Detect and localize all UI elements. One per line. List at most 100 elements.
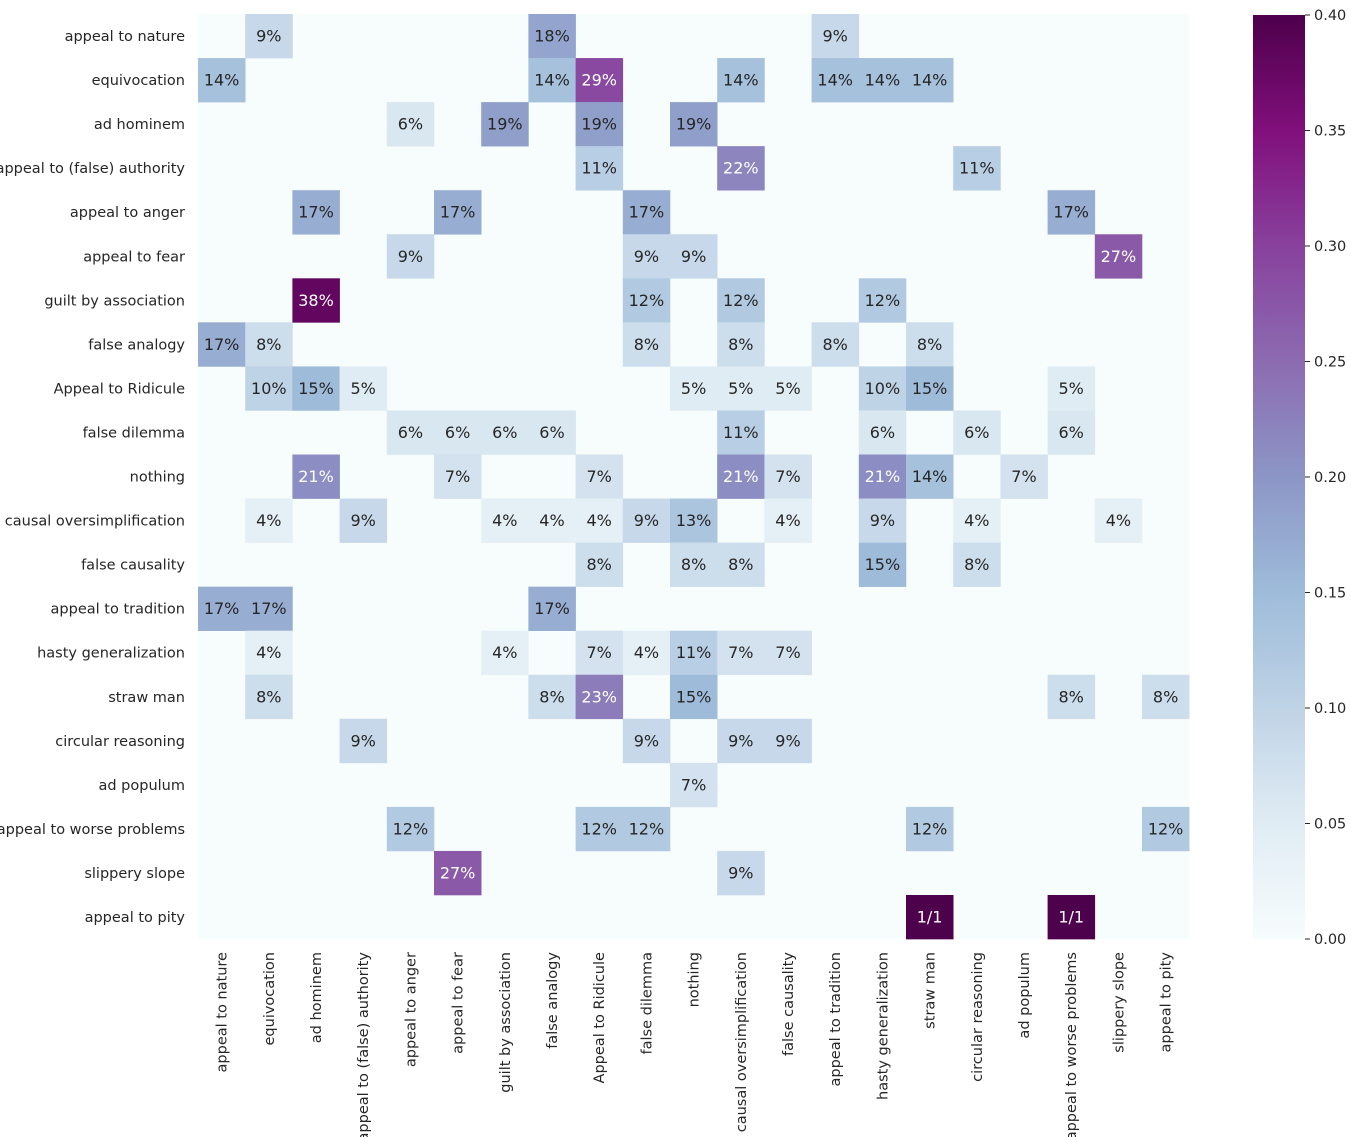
cell-value-label: 15% (298, 379, 334, 398)
cell-value-label: 8% (964, 555, 989, 574)
cell-value-label: 14% (912, 71, 948, 90)
cell-value-label: 17% (534, 599, 570, 618)
colorbar-tick-label: 0.05 (1314, 817, 1346, 833)
row-label: false causality (81, 558, 185, 574)
heatmap-cell (481, 410, 529, 455)
heatmap-cell (622, 498, 671, 543)
heatmap-cell (906, 366, 954, 411)
heatmap-cell (764, 718, 812, 764)
row-label: Appeal to Ridicule (54, 381, 185, 397)
cell-value-label: 6% (1059, 423, 1084, 442)
column-label: Appeal to Ridicule (592, 952, 608, 1083)
heatmap-cell (434, 850, 482, 896)
heatmap-cell (198, 586, 246, 631)
column-label: appeal to worse problems (1064, 952, 1080, 1137)
cell-value-label: 15% (865, 555, 901, 574)
cell-value-label: 7% (728, 643, 753, 662)
row-label: ad hominem (94, 117, 185, 133)
cell-value-label: 21% (723, 467, 759, 486)
heatmap-cell (764, 454, 812, 499)
heatmap-cell (670, 762, 718, 808)
heatmap-cell (717, 718, 765, 764)
cell-value-label: 13% (676, 511, 712, 530)
heatmap-cell (1094, 498, 1143, 543)
cell-value-label: 7% (587, 643, 612, 662)
heatmap-cell (670, 542, 718, 587)
cell-value-label: 17% (440, 203, 476, 222)
cell-value-label: 17% (204, 335, 240, 354)
cell-value-label: 4% (634, 643, 659, 662)
cell-value-label: 17% (251, 599, 287, 618)
heatmap-cell (245, 366, 293, 411)
cell-value-label: 4% (587, 511, 612, 530)
heatmap-cell (245, 498, 293, 543)
heatmap-cell (622, 322, 671, 367)
heatmap-cell (858, 58, 907, 103)
heatmap-cell (670, 630, 718, 676)
cell-value-label: 8% (539, 687, 564, 706)
cell-value-label: 5% (681, 379, 706, 398)
cell-value-label: 8% (256, 335, 281, 354)
cell-value-label: 14% (912, 467, 948, 486)
heatmap-cell (1047, 366, 1096, 411)
heatmap-cell (811, 14, 860, 59)
cell-value-label: 9% (634, 731, 659, 750)
cell-value-label: 9% (728, 731, 753, 750)
column-label: nothing (687, 952, 703, 1007)
heatmap-cell (1047, 895, 1096, 940)
heatmap-cell (858, 278, 907, 323)
cell-value-label: 9% (351, 511, 376, 530)
cell-value-label: 7% (587, 467, 612, 486)
cell-value-label: 17% (629, 203, 665, 222)
heatmap-cell (717, 146, 765, 191)
cell-value-label: 11% (959, 159, 995, 178)
heatmap-cell (528, 14, 576, 59)
heatmap-cell (858, 366, 907, 411)
row-label: guilt by association (44, 293, 185, 309)
cell-value-label: 14% (865, 71, 901, 90)
cell-value-label: 8% (681, 555, 706, 574)
cell-value-label: 9% (398, 247, 423, 266)
heatmap-cell (245, 322, 293, 367)
cell-value-label: 19% (487, 115, 523, 134)
cell-value-label: 11% (676, 643, 712, 662)
heatmap-cell (339, 718, 388, 764)
heatmap-cell (811, 322, 860, 367)
column-label: slippery slope (1111, 952, 1127, 1053)
cell-value-label: 6% (539, 423, 564, 442)
heatmap-cell (1000, 454, 1048, 499)
cell-value-label: 12% (1148, 819, 1184, 838)
cell-value-label: 4% (539, 511, 564, 530)
cell-value-label: 4% (256, 643, 281, 662)
column-label: appeal to tradition (828, 952, 844, 1086)
column-label: ad hominem (309, 952, 325, 1043)
heatmap-cell (245, 586, 293, 631)
cell-value-label: 6% (492, 423, 517, 442)
cell-value-label: 12% (723, 291, 759, 310)
cell-value-label: 5% (775, 379, 800, 398)
row-label: straw man (108, 690, 185, 706)
cell-value-label: 9% (870, 511, 895, 530)
cell-value-label: 12% (865, 291, 901, 310)
cell-value-label: 22% (723, 159, 759, 178)
cell-value-label: 9% (256, 27, 281, 46)
column-label: causal oversimplification (734, 952, 750, 1132)
column-label: appeal to nature (215, 952, 231, 1072)
colorbar-tick-label: 0.25 (1314, 355, 1346, 371)
heatmap-cell (575, 102, 624, 147)
heatmap-cell (764, 366, 812, 411)
cell-value-label: 19% (581, 115, 617, 134)
heatmap-cell (434, 410, 482, 455)
cell-value-label: 9% (681, 247, 706, 266)
heatmap-cell (1047, 410, 1096, 455)
colorbar-gradient (1253, 15, 1305, 939)
column-label: straw man (923, 952, 939, 1029)
heatmap-cell (528, 58, 576, 103)
heatmap-cell (386, 410, 435, 455)
heatmap-cell (292, 366, 340, 411)
heatmap-cell (670, 234, 718, 279)
heatmap-grid: 9% 18% 9% 14% 14% 29% 14% 14% 14% 14% 6% 19% 19% 19% 1… (198, 14, 1190, 940)
cell-value-label: 5% (728, 379, 753, 398)
cell-value-label: 6% (964, 423, 989, 442)
cell-value-label: 15% (912, 379, 948, 398)
